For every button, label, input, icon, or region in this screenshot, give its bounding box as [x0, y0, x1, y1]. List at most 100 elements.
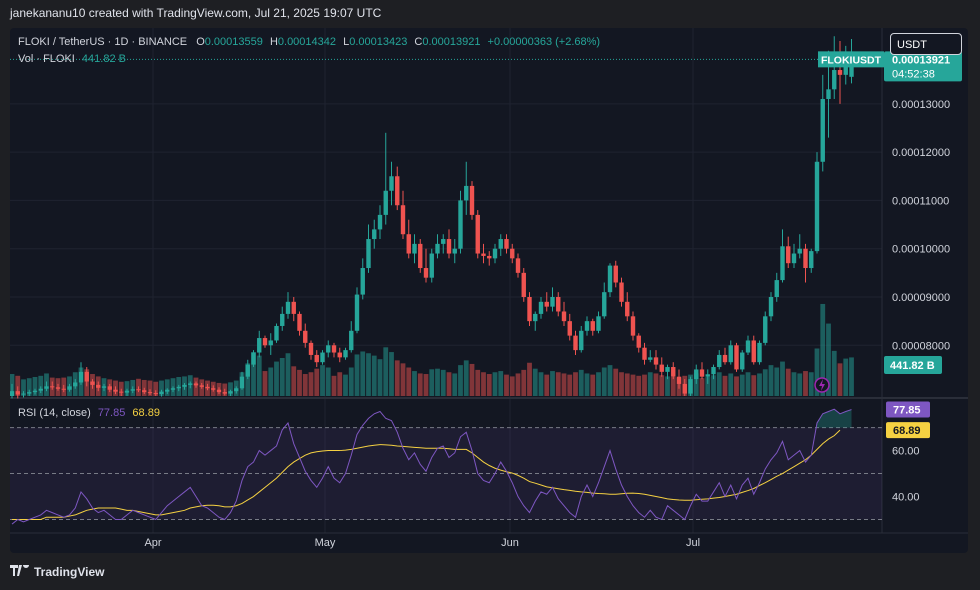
candle-body: [446, 239, 452, 254]
candle-body: [199, 385, 204, 387]
volume-bar: [826, 323, 831, 396]
candle-body: [613, 265, 618, 283]
volume-bar: [412, 371, 417, 396]
candle-body: [625, 301, 630, 317]
ohlc-legend: FLOKI / TetherUS · 1D · BINANCE O0.00013…: [18, 36, 600, 48]
candle-body: [757, 342, 762, 363]
volume-bar: [274, 361, 279, 396]
volume-legend: Vol · FLOKI 441.82 B: [18, 53, 126, 65]
candle-body: [239, 376, 245, 389]
volume-bar: [596, 372, 601, 396]
last-price-tag: [884, 51, 962, 82]
time-tick-label: Jun: [501, 537, 519, 549]
price-tick-label: 0.00010000: [892, 244, 950, 256]
candle-body: [745, 340, 751, 353]
time-tick-label: Apr: [144, 537, 161, 549]
candle-body: [717, 354, 722, 368]
candle-body: [556, 296, 561, 312]
volume-bar: [653, 373, 659, 396]
currency-button[interactable]: USDT: [890, 33, 962, 55]
volume-bar: [153, 381, 159, 396]
candle-body: [435, 243, 440, 254]
rsi-line: [11, 408, 852, 525]
candle-body: [61, 388, 66, 390]
candle-body: [630, 316, 636, 336]
candle-body: [636, 335, 641, 348]
candle-body: [130, 389, 135, 391]
candle-body: [142, 390, 147, 393]
volume-tag: [884, 356, 942, 374]
candle-body: [814, 161, 820, 252]
candle-body: [429, 253, 434, 278]
close-label: C: [414, 36, 423, 48]
candle-body: [607, 265, 613, 293]
volume-bar: [785, 368, 791, 396]
volume-tag-label: 441.82 B: [890, 360, 935, 372]
candle-body: [205, 386, 210, 389]
candle-body: [119, 391, 124, 393]
volume-bar: [573, 372, 578, 396]
change-value: +0.00000363 (+2.68%): [487, 36, 601, 48]
volume-bar: [492, 372, 498, 396]
volume-label: Vol · FLOKI: [18, 53, 75, 65]
candle-body: [665, 367, 670, 372]
candle-body: [820, 98, 825, 162]
rsi-value-tag-label: 77.85: [893, 405, 921, 417]
low-value: 0.00013423: [349, 36, 408, 48]
candle-body: [832, 70, 837, 90]
candle-body: [676, 376, 682, 384]
volume-bar: [32, 377, 38, 396]
volume-bar: [331, 375, 337, 396]
candle-body: [182, 384, 187, 387]
candle-body: [274, 325, 279, 341]
volume-bar: [498, 371, 504, 396]
candle-body: [619, 282, 624, 302]
volume-bar: [578, 369, 584, 396]
rsi-overbought-fill: [817, 409, 852, 428]
volume-bar: [291, 366, 297, 396]
candle-body: [107, 386, 112, 390]
volume-bar: [728, 373, 734, 396]
candle-body: [101, 386, 107, 388]
candle-body: [734, 345, 739, 370]
volume-bar: [521, 369, 527, 396]
tradingview-brand[interactable]: TradingView: [10, 562, 104, 580]
volume-bar: [452, 373, 458, 396]
volume-bar: [446, 372, 452, 396]
symbol-tag: [818, 51, 884, 68]
candle-body: [567, 321, 572, 336]
rsi-ma-value: 68.89: [132, 407, 160, 419]
candle-body: [826, 89, 831, 99]
candle-body: [722, 354, 728, 363]
chart-panel[interactable]: 0.00013000 0.00012000 0.00011000 0.00010000…: [10, 28, 968, 553]
candle-body: [544, 301, 549, 307]
candle-body: [314, 354, 319, 363]
low-label: L: [343, 36, 350, 48]
price-chart[interactable]: 0.00013000 0.00012000 0.00011000 0.00010000…: [10, 28, 968, 553]
candle-body: [372, 229, 377, 240]
volume-bar: [693, 373, 699, 396]
candle-body: [590, 321, 595, 331]
candle-body: [740, 352, 745, 370]
volume-bar: [164, 379, 170, 396]
candle-body: [366, 239, 371, 269]
candle-body: [843, 62, 848, 75]
volume-bar: [302, 374, 308, 396]
volume-bar: [768, 365, 774, 396]
candle-body: [159, 391, 164, 395]
volume-bar: [734, 376, 739, 396]
candle-body: [113, 389, 118, 392]
candle-body: [694, 369, 699, 380]
candle-body: [573, 335, 578, 351]
candle-body: [849, 59, 854, 77]
volume-bar: [636, 375, 642, 396]
volume-bar: [567, 374, 573, 396]
volume-bar: [251, 352, 256, 396]
candle-body: [326, 345, 331, 353]
volume-bar: [435, 368, 440, 396]
candle-body: [297, 313, 302, 331]
volume-bar: [803, 371, 808, 396]
volume-bar: [745, 372, 751, 396]
volume-bar: [665, 376, 670, 396]
candle-body: [487, 255, 492, 259]
